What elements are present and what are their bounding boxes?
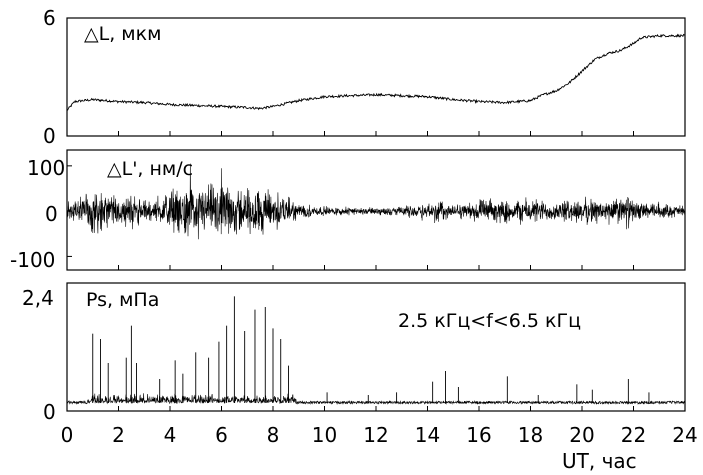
bottom-y-tick-zero: 0 [43,400,56,424]
x-tick-label: 12 [363,423,388,447]
x-tick-label: 18 [518,423,543,447]
middle-series-path [66,163,686,240]
bottom-series-path [67,393,686,405]
x-tick-label: 16 [466,423,491,447]
x-axis-label: UT, час [562,449,637,473]
x-tick-label: 6 [215,423,228,447]
x-tick-label: 10 [312,423,337,447]
top-panel-label: △L, мкм [84,23,161,45]
y-axis-ticks [67,17,72,412]
x-tick-label: 8 [267,423,280,447]
middle-y-tick-0: 0 [45,202,58,226]
bottom-series-line [67,296,686,405]
x-axis-ticks: 0 2 4 6 8 10 12 14 16 18 20 22 24 [61,131,698,447]
bottom-y-tick-max: 2,4 [22,286,54,310]
x-tick-label: 14 [415,423,440,447]
middle-series-line [66,163,686,240]
x-tick-label: 2 [112,423,125,447]
bottom-panel-label: Ps, мПа [86,289,159,311]
x-tick-label: 0 [61,423,74,447]
top-series-line [67,33,686,111]
top-y-tick-max: 6 [43,6,56,30]
middle-panel-label: △L', нм/с [107,158,193,180]
x-tick-label: 20 [569,423,594,447]
middle-y-tick-minus100: -100 [10,248,55,272]
frequency-band-annotation: 2.5 кГц<f<6.5 кГц [398,310,581,332]
x-tick-label: 22 [621,423,646,447]
x-tick-label: 4 [164,423,177,447]
x-tick-label: 24 [672,423,697,447]
top-y-tick-zero: 0 [43,124,56,148]
middle-y-tick-100: 100 [27,156,65,180]
top-series-path [67,33,686,111]
